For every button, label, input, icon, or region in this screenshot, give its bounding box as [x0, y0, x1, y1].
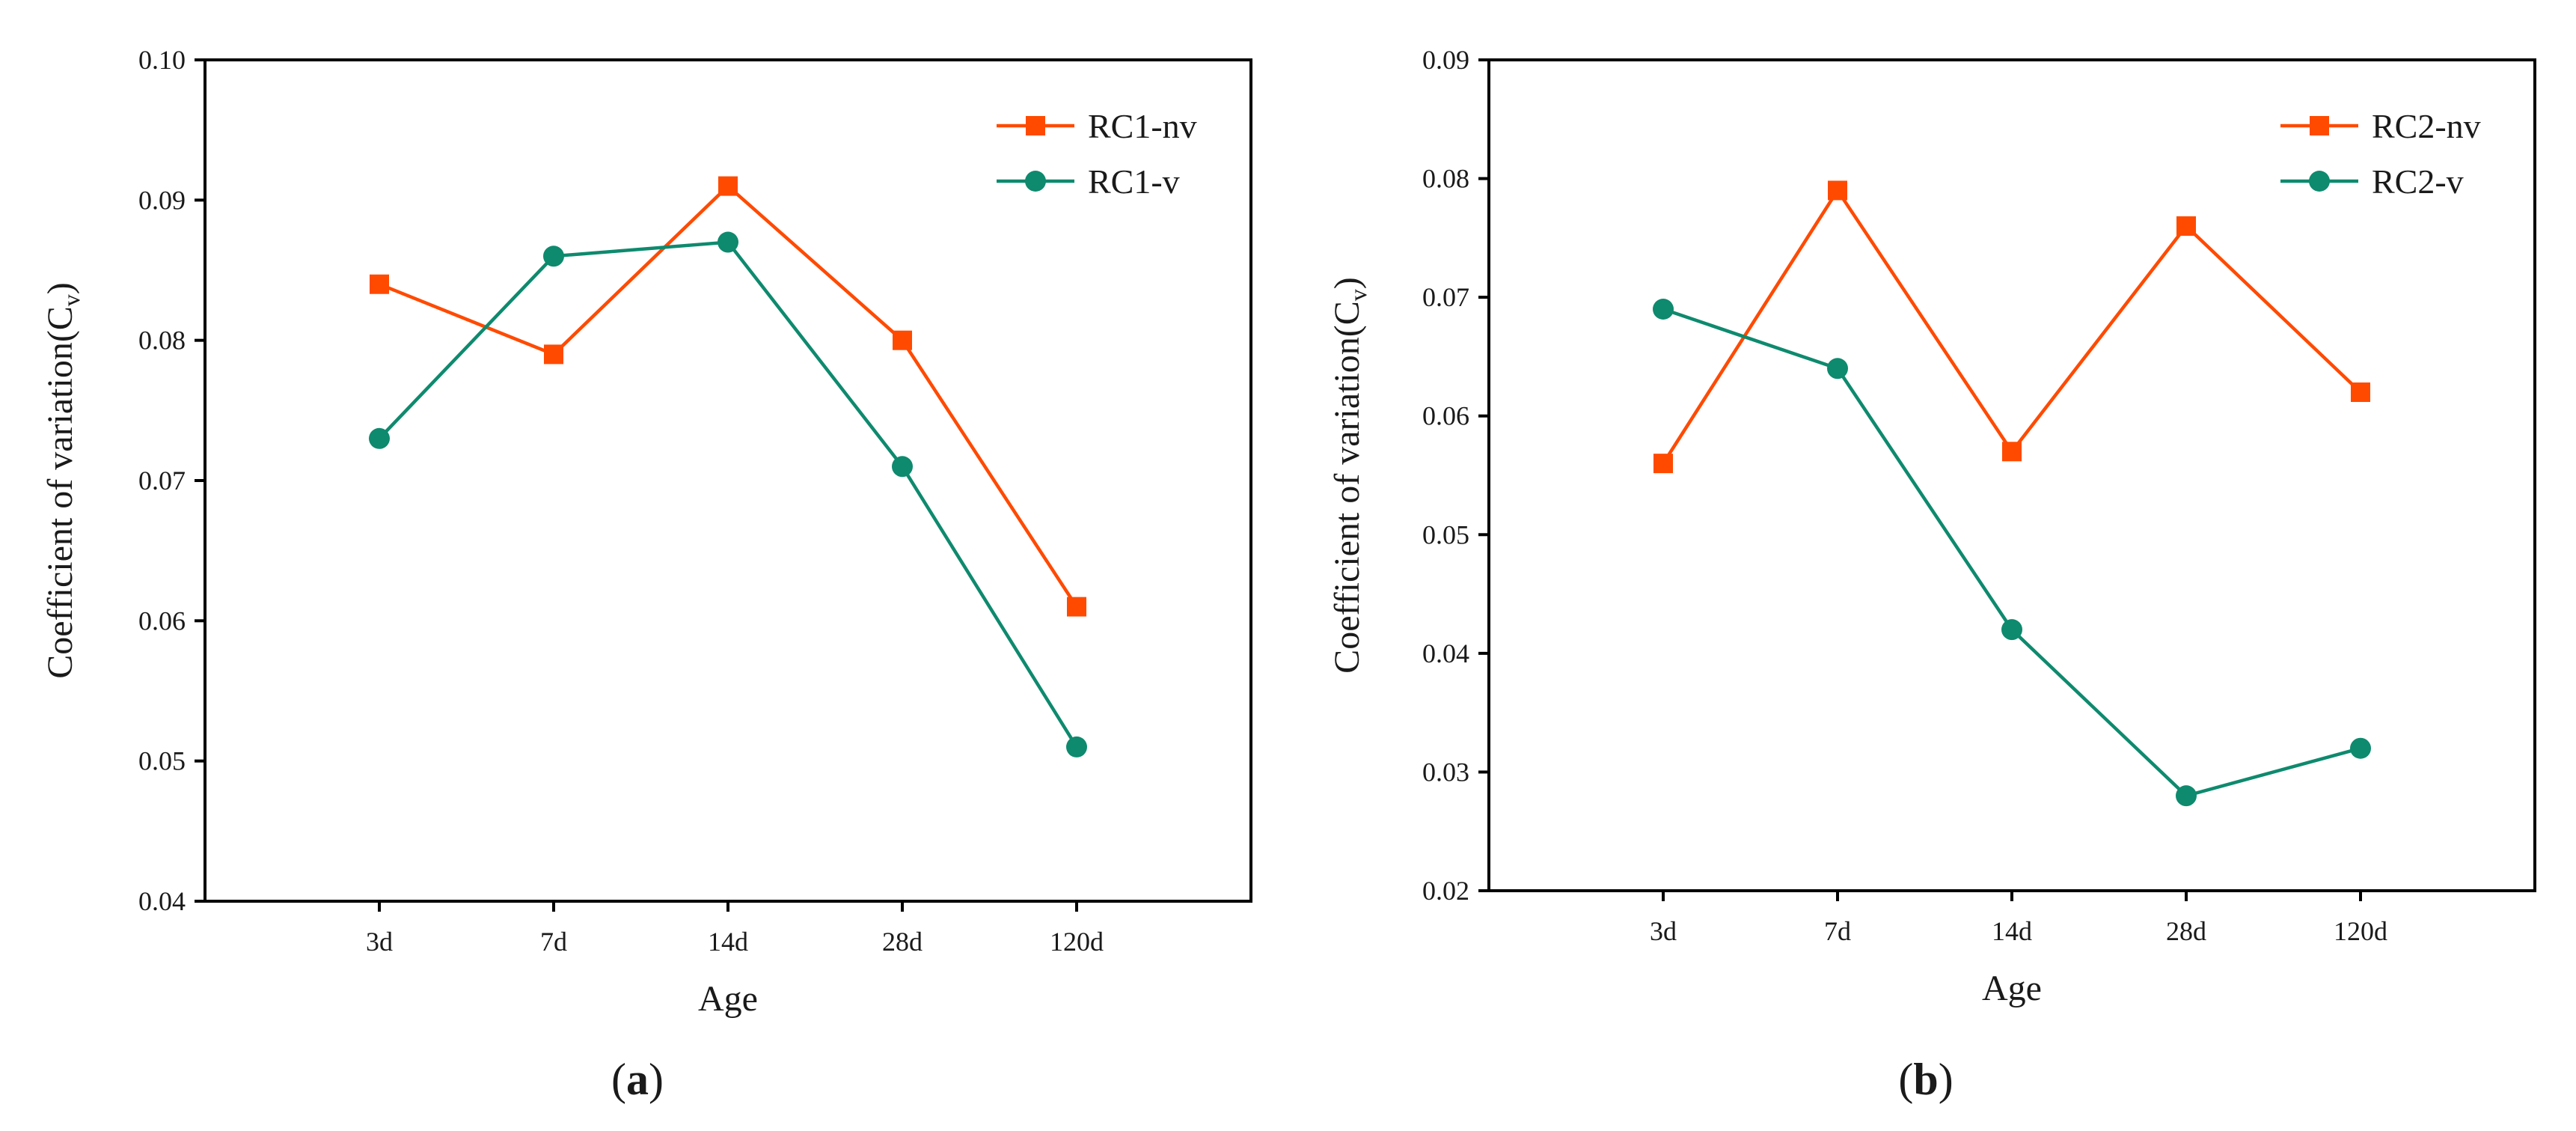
series-line-RC2-v	[1662, 307, 2361, 798]
series-line-RC2-nv	[1662, 187, 2362, 465]
panel-label: (b)	[1898, 1055, 1953, 1104]
x-tick-label: 7d	[540, 927, 567, 957]
legend-marker	[2310, 116, 2329, 135]
data-point	[2350, 737, 2371, 759]
data-point	[718, 176, 738, 196]
x-tick-label: 14d	[708, 927, 748, 957]
y-tick-label: 0.03	[1422, 757, 1469, 787]
y-tick-label: 0.05	[138, 746, 186, 776]
y-axis-title: Coefficient of variation(Cv)	[1327, 277, 1371, 674]
series-RC1-nv	[370, 176, 1086, 617]
y-tick-label: 0.02	[1422, 876, 1469, 906]
x-axis-title: Age	[698, 979, 758, 1019]
x-tick-label: 14d	[1992, 916, 2032, 946]
legend-label: RC2-v	[2372, 162, 2464, 201]
y-tick-label: 0.09	[138, 185, 186, 215]
y-tick-label: 0.04	[138, 886, 186, 916]
data-point	[2176, 216, 2196, 236]
y-axis-title: Coefficient of variation(Cv)	[40, 282, 85, 679]
y-tick-label: 0.08	[1422, 164, 1469, 194]
legend: RC1-nv RC1-v	[997, 107, 1197, 201]
data-point	[2351, 382, 2370, 402]
x-tick-label: 120d	[2334, 916, 2387, 946]
legend-label: RC2-nv	[2372, 107, 2481, 145]
data-point	[1828, 180, 1847, 201]
data-point	[1066, 736, 1087, 757]
data-point	[369, 427, 390, 449]
chart-panel-b: 0.02 0.03 0.04 0.05 0.06 0.07 0.08 0.09 3d 7d 14d 2…	[1327, 45, 2536, 1104]
legend-marker	[1025, 171, 1046, 192]
legend-marker	[1026, 116, 1045, 135]
chart-panel-a: 0.04 0.05 0.06 0.07 0.08 0.09 0.10 3d 7d 14d 28d 12…	[40, 45, 1252, 1104]
data-point	[543, 246, 564, 267]
legend: RC2-nv RC2-v	[2280, 107, 2481, 201]
x-tick-label: 120d	[1050, 927, 1104, 957]
data-point	[544, 344, 563, 365]
y-tick-label: 0.07	[1422, 282, 1469, 312]
x-tick-label: 28d	[882, 927, 923, 957]
y-tick-label: 0.07	[138, 466, 186, 496]
data-point	[1653, 454, 1673, 474]
data-point	[2176, 785, 2197, 807]
data-point	[892, 456, 913, 478]
x-axis-title: Age	[1982, 969, 2042, 1008]
y-tick-label: 0.06	[138, 606, 186, 635]
y-tick-label: 0.06	[1422, 401, 1469, 431]
data-point	[1653, 299, 1674, 320]
x-tick-label: 28d	[2166, 916, 2206, 946]
legend-marker	[2309, 171, 2330, 192]
y-tick-label: 0.04	[1422, 638, 1469, 668]
panel-label: (a)	[611, 1055, 664, 1104]
data-point	[1067, 597, 1086, 617]
x-tick-label: 7d	[1824, 916, 1851, 946]
data-point	[893, 330, 912, 350]
y-tick-label: 0.08	[138, 326, 186, 356]
data-point	[370, 274, 389, 294]
legend-label: RC1-v	[1088, 162, 1180, 201]
series-line-RC1-v	[378, 240, 1078, 749]
data-point	[1827, 358, 1848, 379]
y-tick-label: 0.09	[1422, 45, 1469, 75]
data-point	[718, 231, 738, 253]
y-tick-label: 0.05	[1422, 519, 1469, 549]
x-tick-label: 3d	[366, 927, 393, 957]
legend-label: RC1-nv	[1088, 107, 1197, 145]
y-tick-label: 0.10	[138, 45, 186, 75]
series-RC2-nv	[1653, 180, 2370, 474]
series-RC1-v	[369, 231, 1087, 757]
data-point	[2001, 619, 2022, 641]
x-tick-label: 3d	[1650, 916, 1677, 946]
series-RC2-v	[1653, 299, 2371, 807]
data-point	[2002, 442, 2022, 462]
